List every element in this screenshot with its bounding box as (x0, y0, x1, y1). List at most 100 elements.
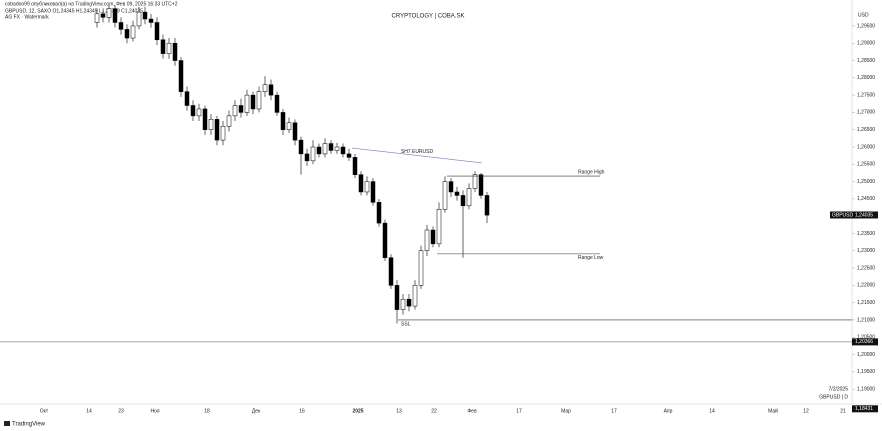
price-box (852, 405, 878, 413)
date-stamp: 7/2/2025 (829, 386, 849, 392)
candle-body (268, 84, 274, 96)
chart-title: CRYPTOLOGY | COBA.SK (392, 14, 465, 20)
x-tick-label: 18 (204, 408, 210, 414)
x-tick-label: 23 (118, 408, 124, 414)
candle-body (196, 108, 202, 117)
candle-body (154, 22, 160, 41)
y-tick-label: 1,21500 (857, 300, 875, 306)
candle-body (304, 153, 310, 162)
x-tick-label: Мар (561, 408, 571, 414)
header-line: cobadoo99 опубликовал(а) на TradingView.… (5, 1, 178, 7)
currency: USD (858, 12, 869, 18)
symbol-label: GBPUSD (832, 212, 854, 218)
candle-body (172, 42, 178, 61)
candle-body (430, 229, 436, 245)
candle-body (346, 153, 352, 158)
candle-body (382, 222, 388, 258)
candle-body (208, 119, 214, 130)
candle-body (364, 181, 370, 193)
y-tick-label: 1,20000 (857, 352, 875, 358)
candle-body (328, 143, 334, 151)
y-tick-label: 1,26000 (857, 144, 875, 150)
candle-body (340, 146, 346, 155)
candle-body (130, 25, 136, 39)
candle-body (448, 181, 454, 193)
y-tick-label: 1,22000 (857, 283, 875, 289)
candle-body (262, 84, 268, 92)
x-tick-label: Окт (40, 408, 49, 414)
brand: TradingView (12, 422, 46, 428)
candle-body (310, 146, 316, 162)
price-box (852, 338, 878, 346)
candle-body (202, 108, 208, 130)
y-tick-label: 1,21000 (857, 317, 875, 323)
candle-body (178, 60, 184, 92)
candle-body (460, 195, 466, 207)
y-tick-label: 1,26500 (857, 127, 875, 133)
candle-body (400, 298, 406, 310)
header-line: GBPUSD, 12, SAXO O1,24345 H1,24345 L1,23… (5, 8, 143, 14)
y-tick-label: 1,19500 (857, 369, 875, 375)
candle-body (274, 94, 280, 113)
candle-body (118, 22, 124, 30)
candle-body (226, 115, 232, 127)
candle-body (220, 126, 226, 141)
candle-body (100, 13, 106, 18)
range-low-label: Range Low (578, 255, 604, 261)
candle-body (352, 157, 358, 175)
candle-body (298, 139, 304, 155)
x-tick-label: 13 (396, 408, 402, 414)
x-tick-label: 21 (840, 408, 846, 414)
candle-body (238, 105, 244, 113)
header-line: AG FX · Watermark (5, 14, 49, 20)
candle-body (166, 42, 172, 54)
candle-body (214, 119, 220, 141)
candle-body (454, 191, 460, 196)
candle-body (286, 122, 292, 130)
sh7-label: SH7 EURUSD (401, 149, 434, 155)
price-box-label: 1,24035 (855, 212, 873, 218)
x-tick-label: Дек (252, 408, 261, 414)
candle-body (106, 8, 112, 18)
candle-body (322, 143, 328, 155)
x-tick-label: 17 (516, 408, 522, 414)
x-tick-label: Май (768, 407, 778, 414)
candle-body (466, 188, 472, 207)
symbol-stamp: GBPUSD | D (819, 394, 848, 400)
price-box (852, 211, 878, 219)
price-box-label: 1,18431 (855, 406, 873, 412)
candle-body (316, 146, 322, 155)
x-tick-label: 16 (299, 408, 305, 414)
candle-body (250, 94, 256, 110)
candle-body (256, 91, 262, 110)
candle-body (292, 122, 298, 141)
price-box-label: 1,20366 (855, 339, 873, 345)
candle-body (232, 105, 238, 117)
candle-body (484, 195, 490, 216)
candle-body (358, 174, 364, 193)
y-tick-label: 1,25500 (857, 162, 875, 168)
y-tick-label: 1,22500 (857, 265, 875, 271)
y-tick-label: 1,24500 (857, 196, 875, 202)
x-tick-label: 14 (709, 408, 715, 414)
y-tick-label: 1,29000 (857, 41, 875, 47)
x-tick-label: 12 (803, 408, 809, 414)
candle-body (190, 105, 196, 117)
symbol-box (830, 211, 852, 219)
candle-body (184, 91, 190, 106)
candle-body (94, 13, 100, 23)
candle-body (136, 11, 142, 27)
y-tick-label: 1,29500 (857, 23, 875, 29)
candle-body (334, 146, 340, 151)
x-tick-label: Фев (467, 408, 477, 414)
sh7-line (351, 147, 483, 164)
x-tick-label: Ноя (150, 408, 159, 414)
candle-body (124, 29, 130, 39)
y-tick-label: 1,20500 (857, 335, 875, 341)
candle-body (376, 202, 382, 224)
brand-logo (4, 421, 10, 426)
x-tick-label: 22 (431, 408, 437, 414)
ssl-label: SSL (401, 321, 411, 327)
candle-body (424, 229, 430, 252)
candle-body (406, 298, 412, 307)
